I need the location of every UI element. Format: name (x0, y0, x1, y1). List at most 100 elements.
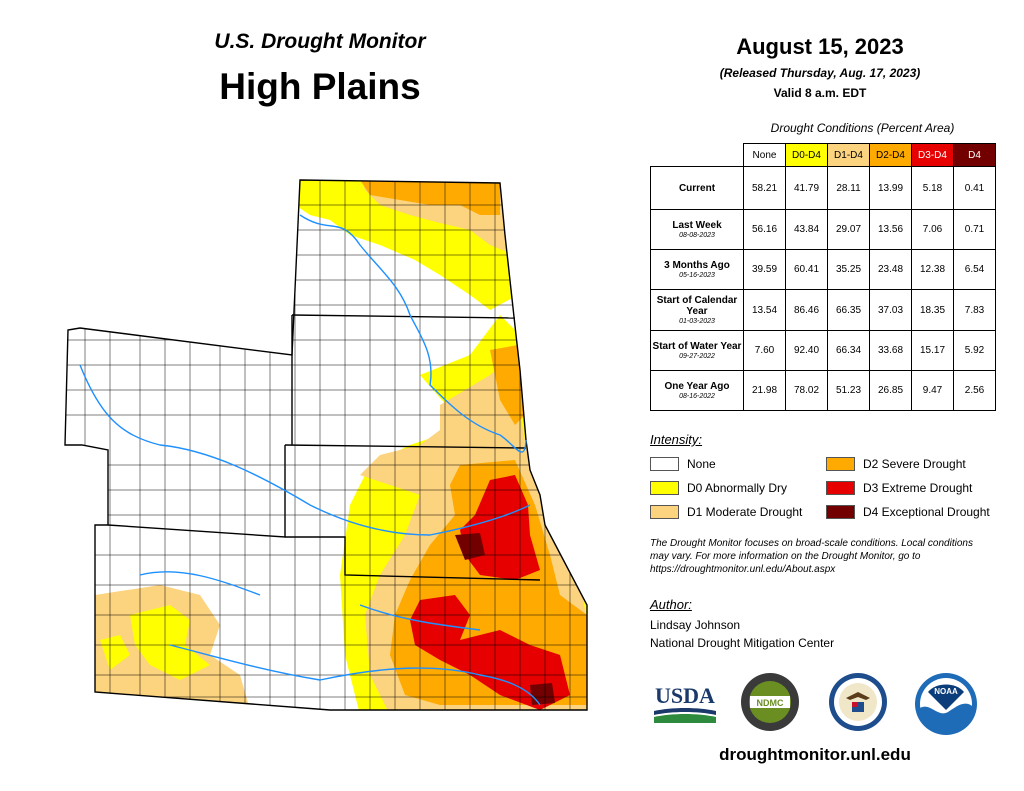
table-cell: 66.35 (827, 289, 870, 331)
row-title: Start of Calendar Year (656, 294, 738, 317)
table-cell: 5.92 (953, 330, 996, 371)
column-header: D2-D4 (869, 143, 912, 167)
usda-logo: USDA (654, 683, 716, 723)
row-title: Last Week (672, 219, 722, 231)
row-title: Current (678, 182, 716, 194)
table-cell: 7.06 (911, 209, 954, 250)
table-cell: 23.48 (869, 249, 912, 290)
legend-label: D1 Moderate Drought (687, 505, 803, 519)
table-cell: 58.21 (743, 166, 786, 210)
row-title: One Year Ago (664, 380, 730, 392)
table-cell: 29.07 (827, 209, 870, 250)
table-row: One Year Ago 08-16-2022 21.98 78.02 51.23… (650, 370, 996, 411)
legend-swatch (650, 457, 679, 471)
table-cell: 12.38 (911, 249, 954, 290)
table-row: Last Week 08-08-2023 56.16 43.84 29.07 13… (650, 209, 996, 250)
author-name: Lindsay Johnson (650, 618, 741, 632)
usda-logo-text: USDA (655, 683, 715, 708)
valid-time: Valid 8 a.m. EDT (773, 86, 867, 100)
map-title-region: High Plains (219, 66, 421, 107)
legend-item-none: None (650, 457, 716, 471)
eagle-seal-icon (829, 673, 887, 731)
legend-item-d1: D1 Moderate Drought (650, 505, 802, 519)
conditions-table: None D0-D4 D1-D4 D2-D4 D3-D4 D4 Current … (650, 143, 996, 411)
table-cell: 37.03 (869, 289, 912, 331)
table-cell: 66.34 (827, 330, 870, 371)
legend-item-d2: D2 Severe Drought (826, 457, 966, 471)
legend-swatch (650, 481, 679, 495)
noaa-logo-text: NOAA (934, 687, 958, 696)
row-label: One Year Ago 08-16-2022 (650, 370, 744, 411)
table-row: 3 Months Ago 05-16-2023 39.59 60.41 35.25… (650, 249, 996, 290)
column-header: D3-D4 (911, 143, 954, 167)
row-date: 05-16-2023 (679, 271, 715, 279)
rivers (79, 214, 541, 706)
row-label: Start of Water Year 09-27-2022 (650, 330, 744, 371)
row-date: 08-16-2022 (679, 392, 715, 400)
row-label: Current (650, 166, 744, 210)
author-org: National Drought Mitigation Center (650, 636, 835, 650)
table-cell: 41.79 (785, 166, 828, 210)
drought-fill-layer (65, 180, 587, 710)
table-cell: 18.35 (911, 289, 954, 331)
table-row: Current 58.21 41.79 28.11 13.99 5.18 0.4… (650, 166, 996, 210)
legend-label: D2 Severe Drought (863, 457, 966, 471)
table-cell: 6.54 (953, 249, 996, 290)
noaa-logo: NOAA (915, 673, 977, 735)
map-title-subtitle: U.S. Drought Monitor (214, 30, 426, 53)
site-url[interactable]: droughtmonitor.unl.edu (719, 745, 911, 764)
table-row: Start of Calendar Year 01-03-2023 13.54 8… (650, 289, 996, 331)
column-header: D4 (953, 143, 996, 167)
table-cell: 13.54 (743, 289, 786, 331)
legend-swatch (826, 457, 855, 471)
row-date: 01-03-2023 (679, 317, 715, 325)
table-row: Start of Water Year 09-27-2022 7.60 92.40… (650, 330, 996, 371)
conditions-caption: Drought Conditions (Percent Area) (770, 121, 955, 135)
table-cell: 2.56 (953, 370, 996, 411)
table-cell: 33.68 (869, 330, 912, 371)
legend-item-d3: D3 Extreme Drought (826, 481, 972, 495)
table-cell: 0.41 (953, 166, 996, 210)
row-label: Start of Calendar Year 01-03-2023 (650, 289, 744, 331)
table-cell: 86.46 (785, 289, 828, 331)
map-date: August 15, 2023 (736, 34, 904, 59)
table-cell: 51.23 (827, 370, 870, 411)
table-cell: 39.59 (743, 249, 786, 290)
row-label: Last Week 08-08-2023 (650, 209, 744, 250)
table-cell: 56.16 (743, 209, 786, 250)
legend-swatch (650, 505, 679, 519)
table-cell: 0.71 (953, 209, 996, 250)
table-cell: 60.41 (785, 249, 828, 290)
ndmc-logo-text: NDMC (757, 698, 784, 708)
legend-label: None (687, 457, 716, 471)
legend-label: D4 Exceptional Drought (863, 505, 990, 519)
row-label: 3 Months Ago 05-16-2023 (650, 249, 744, 290)
table-cell: 78.02 (785, 370, 828, 411)
table-cell: 43.84 (785, 209, 828, 250)
drought-map (64, 179, 588, 711)
legend-item-d4: D4 Exceptional Drought (826, 505, 990, 519)
legend-label: D3 Extreme Drought (863, 481, 973, 495)
column-header: D0-D4 (785, 143, 828, 167)
row-title: Start of Water Year (652, 340, 742, 352)
header-corner (650, 143, 744, 167)
row-title: 3 Months Ago (664, 259, 730, 271)
table-cell: 7.60 (743, 330, 786, 371)
table-cell: 15.17 (911, 330, 954, 371)
legend-swatch (826, 481, 855, 495)
row-date: 09-27-2022 (679, 352, 715, 360)
row-date: 08-08-2023 (679, 231, 715, 239)
release-note: (Released Thursday, Aug. 17, 2023) (719, 66, 921, 80)
author-title: Author: (650, 597, 692, 612)
legend-item-d0: D0 Abnormally Dry (650, 481, 787, 495)
column-header: D1-D4 (827, 143, 870, 167)
table-cell: 92.40 (785, 330, 828, 371)
conditions-header-row: None D0-D4 D1-D4 D2-D4 D3-D4 D4 (650, 143, 996, 167)
legend-label: D0 Abnormally Dry (687, 481, 788, 495)
table-cell: 26.85 (869, 370, 912, 411)
legend-title: Intensity: (650, 432, 703, 447)
disclaimer-note: The Drought Monitor focuses on broad-sca… (650, 538, 973, 575)
state-boundaries (64, 179, 588, 711)
table-cell: 5.18 (911, 166, 954, 210)
table-cell: 35.25 (827, 249, 870, 290)
